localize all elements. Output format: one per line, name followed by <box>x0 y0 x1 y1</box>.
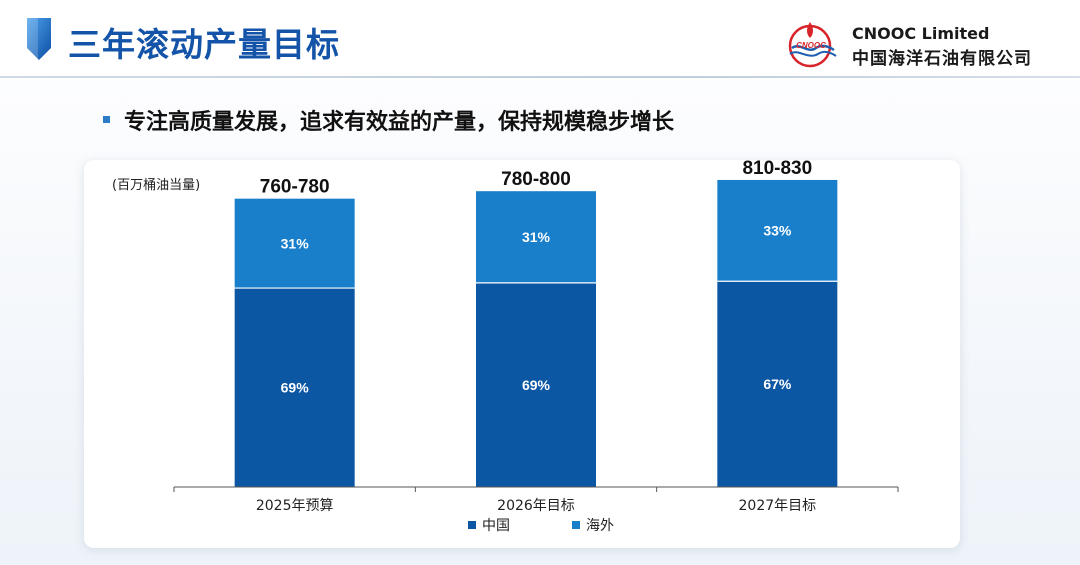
total-label: 760-780 <box>260 177 330 198</box>
bar-segment-china <box>476 282 596 487</box>
company-name-en: CNOOC Limited <box>852 24 990 43</box>
total-label: 810-830 <box>742 158 812 179</box>
page-title: 三年滚动产量目标 <box>68 25 340 64</box>
company-name-cn: 中国海洋石油有限公司 <box>852 49 1032 69</box>
legend-swatch <box>468 521 476 529</box>
bar-segment-china <box>234 288 355 487</box>
data-label-overseas: 33% <box>763 223 792 239</box>
total-label: 780-800 <box>501 169 571 190</box>
bar-segment-overseas <box>234 198 355 289</box>
data-label-overseas: 31% <box>522 229 551 245</box>
bar-segment-overseas <box>476 191 596 283</box>
bar-segment-china <box>717 281 838 487</box>
x-tick-label: 2026年目标 <box>497 498 575 514</box>
y-unit-label: (百万桶油当量) <box>112 178 201 193</box>
data-label-china: 67% <box>763 376 792 392</box>
cnooc-logo: CNOOC <box>788 22 837 68</box>
bar-segment-overseas <box>717 179 838 282</box>
header-bar <box>0 0 1080 80</box>
legend-label: 中国 <box>482 518 510 534</box>
data-label-overseas: 31% <box>281 235 310 251</box>
header-divider <box>0 76 1080 78</box>
bullet-marker <box>103 116 110 123</box>
legend-swatch <box>572 521 580 529</box>
slide-subtitle: 专注高质量发展，追求有效益的产量，保持规模稳步增长 <box>124 110 675 135</box>
shield-icon <box>27 18 51 60</box>
data-label-china: 69% <box>522 377 551 393</box>
data-label-china: 69% <box>281 380 310 396</box>
x-tick-label: 2025年预算 <box>256 498 334 514</box>
svg-text:CNOOC: CNOOC <box>796 41 826 50</box>
x-tick-label: 2027年目标 <box>739 498 817 514</box>
legend-label: 海外 <box>586 518 614 534</box>
